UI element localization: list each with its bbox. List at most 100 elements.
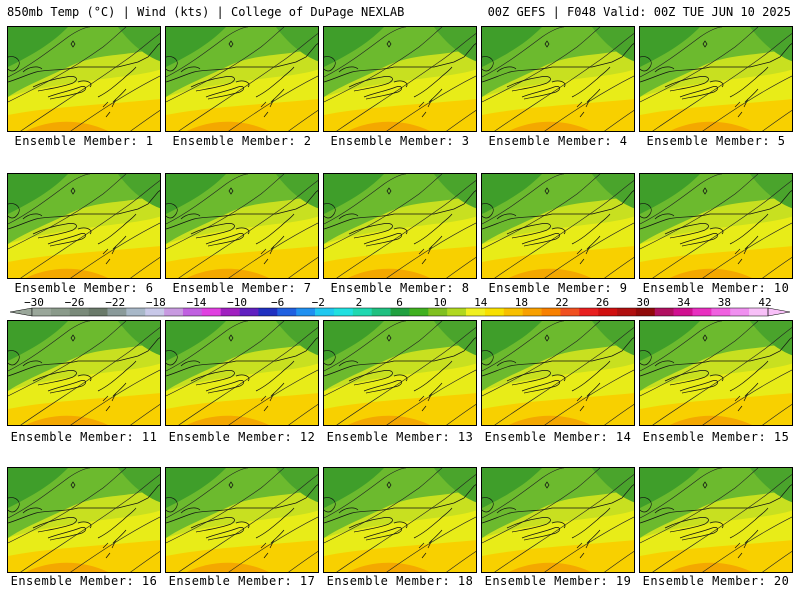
colorbar-swatch bbox=[447, 308, 467, 316]
colorbar-swatch bbox=[617, 308, 637, 316]
ensemble-member-label: Ensemble Member: 8 bbox=[330, 281, 470, 295]
colorbar-swatch bbox=[560, 308, 580, 316]
colorbar-swatch bbox=[371, 308, 391, 316]
colorbar-swatch bbox=[692, 308, 712, 316]
colorbar-swatch bbox=[390, 308, 410, 316]
colorbar-swatch bbox=[654, 308, 674, 316]
ensemble-member-map bbox=[7, 173, 161, 279]
ensemble-member-label: Ensemble Member: 4 bbox=[488, 134, 628, 148]
ensemble-member-map bbox=[7, 320, 161, 426]
ensemble-member-map bbox=[481, 173, 635, 279]
colorbar-swatch bbox=[258, 308, 278, 316]
colorbar-tick-label: 2 bbox=[356, 296, 363, 309]
ensemble-member-map bbox=[165, 467, 319, 573]
colorbar-swatch bbox=[541, 308, 561, 316]
colorbar-swatch bbox=[749, 308, 769, 316]
ensemble-member-label: Ensemble Member: 9 bbox=[488, 281, 628, 295]
colorbar-swatch bbox=[409, 308, 429, 316]
temperature-colorbar: −30 −26 −22 −18 −14 −10 −6 −2 2 6 10 14 18 22 26 30 34 38… bbox=[9, 296, 791, 317]
colorbar-swatch bbox=[239, 308, 259, 316]
colorbar-tick-label: −6 bbox=[271, 296, 284, 309]
model-run-info: 00Z GEFS | F048 Valid: 00Z TUE JUN 10 20… bbox=[487, 5, 791, 19]
colorbar-swatch bbox=[352, 308, 372, 316]
map-title: 850mb Temp (°C) | Wind (kts) | College o… bbox=[7, 5, 405, 19]
ensemble-member-map bbox=[639, 26, 793, 132]
ensemble-member-map bbox=[165, 320, 319, 426]
colorbar-swatch bbox=[711, 308, 731, 316]
ensemble-member-map bbox=[323, 173, 477, 279]
ensemble-member-label: Ensemble Member: 1 bbox=[14, 134, 154, 148]
ensemble-member-label: Ensemble Member: 10 bbox=[642, 281, 790, 295]
colorbar-swatch bbox=[428, 308, 448, 316]
colorbar-tick-label: 18 bbox=[515, 296, 528, 309]
ensemble-member-label: Ensemble Member: 17 bbox=[168, 574, 316, 588]
colorbar-swatch bbox=[579, 308, 599, 316]
ensemble-member-map bbox=[7, 467, 161, 573]
colorbar-swatch bbox=[296, 308, 316, 316]
colorbar-swatch bbox=[32, 308, 52, 316]
colorbar-tick-label: 6 bbox=[396, 296, 403, 309]
ensemble-member-map bbox=[323, 320, 477, 426]
colorbar-tick-label: −2 bbox=[312, 296, 325, 309]
colorbar-swatch bbox=[145, 308, 165, 316]
colorbar-swatch bbox=[484, 308, 505, 316]
ensemble-member-map bbox=[165, 26, 319, 132]
colorbar-swatch bbox=[598, 308, 618, 316]
ensemble-member-map bbox=[7, 26, 161, 132]
colorbar-tick-label: −10 bbox=[227, 296, 247, 309]
ensemble-member-map bbox=[481, 320, 635, 426]
ensemble-member-label: Ensemble Member: 13 bbox=[326, 430, 474, 444]
colorbar-tick-label: 30 bbox=[637, 296, 650, 309]
colorbar-swatch bbox=[522, 308, 542, 316]
colorbar-right-arrow bbox=[767, 307, 791, 317]
colorbar-swatch bbox=[220, 308, 240, 316]
colorbar-tick-label: −26 bbox=[65, 296, 85, 309]
ensemble-member-label: Ensemble Member: 18 bbox=[326, 574, 474, 588]
ensemble-member-map bbox=[481, 467, 635, 573]
colorbar-tick-label: −30 bbox=[24, 296, 44, 309]
ensemble-member-label: Ensemble Member: 20 bbox=[642, 574, 790, 588]
ensemble-member-label: Ensemble Member: 16 bbox=[10, 574, 158, 588]
ensemble-member-label: Ensemble Member: 2 bbox=[172, 134, 312, 148]
ensemble-member-map bbox=[481, 26, 635, 132]
colorbar-tick-label: 22 bbox=[555, 296, 568, 309]
ensemble-member-label: Ensemble Member: 14 bbox=[484, 430, 632, 444]
ensemble-member-label: Ensemble Member: 12 bbox=[168, 430, 316, 444]
colorbar-swatch bbox=[673, 308, 693, 316]
colorbar-swatch bbox=[182, 308, 203, 316]
ensemble-member-label: Ensemble Member: 5 bbox=[646, 134, 786, 148]
colorbar-tick-label: 38 bbox=[718, 296, 731, 309]
colorbar-tick-label: −18 bbox=[146, 296, 166, 309]
colorbar-swatch bbox=[503, 308, 523, 316]
colorbar-tick-label: 34 bbox=[677, 296, 691, 309]
colorbar-swatch bbox=[88, 308, 108, 316]
ensemble-member-map bbox=[323, 26, 477, 132]
colorbar-swatch bbox=[466, 308, 486, 316]
ensemble-member-label: Ensemble Member: 6 bbox=[14, 281, 154, 295]
colorbar-tick-label: −14 bbox=[187, 296, 207, 309]
ensemble-member-map bbox=[323, 467, 477, 573]
colorbar-tick-label: 26 bbox=[596, 296, 609, 309]
colorbar-swatch bbox=[164, 308, 184, 316]
ensemble-member-map bbox=[639, 173, 793, 279]
colorbar-tick-label: −22 bbox=[105, 296, 125, 309]
colorbar-tick-label: 10 bbox=[433, 296, 446, 309]
colorbar-tick-label: 42 bbox=[758, 296, 771, 309]
colorbar-swatch bbox=[126, 308, 146, 316]
colorbar-swatch bbox=[69, 308, 89, 316]
colorbar-tick-label: 14 bbox=[474, 296, 488, 309]
ensemble-member-label: Ensemble Member: 11 bbox=[10, 430, 158, 444]
colorbar-swatch bbox=[333, 308, 354, 316]
colorbar-swatch bbox=[50, 308, 71, 316]
colorbar-swatch bbox=[277, 308, 297, 316]
colorbar-swatch bbox=[730, 308, 750, 316]
ensemble-member-label: Ensemble Member: 19 bbox=[484, 574, 632, 588]
ensemble-member-map bbox=[639, 320, 793, 426]
colorbar-swatch bbox=[201, 308, 222, 316]
ensemble-member-label: Ensemble Member: 7 bbox=[172, 281, 312, 295]
ensemble-member-map bbox=[639, 467, 793, 573]
colorbar-swatch bbox=[635, 308, 656, 316]
colorbar-left-arrow bbox=[9, 307, 33, 317]
ensemble-member-label: Ensemble Member: 15 bbox=[642, 430, 790, 444]
colorbar-swatch bbox=[107, 308, 127, 316]
